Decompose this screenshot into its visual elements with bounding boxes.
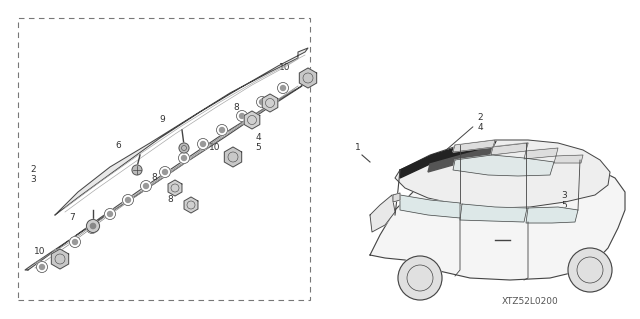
Polygon shape [51,249,68,269]
Circle shape [90,226,95,231]
Polygon shape [395,140,610,208]
Text: 5: 5 [561,201,567,210]
Circle shape [237,110,248,122]
Polygon shape [184,197,198,213]
Polygon shape [453,155,554,176]
Polygon shape [300,68,317,88]
Polygon shape [460,204,527,222]
Polygon shape [393,193,400,202]
Circle shape [104,209,115,219]
Polygon shape [524,148,558,159]
Circle shape [143,183,148,189]
Polygon shape [491,143,528,155]
Circle shape [179,152,189,164]
Polygon shape [400,141,496,178]
Circle shape [398,256,442,300]
Circle shape [216,124,227,136]
Polygon shape [453,140,495,152]
Text: 6: 6 [115,140,121,150]
Polygon shape [428,143,528,172]
Text: 8: 8 [233,103,239,113]
Circle shape [200,142,205,146]
Circle shape [278,83,289,93]
Circle shape [220,128,225,132]
Polygon shape [370,195,395,232]
Text: 2: 2 [477,114,483,122]
Polygon shape [168,180,182,196]
Text: 7: 7 [69,213,75,222]
Text: 4: 4 [477,123,483,132]
Text: XTZ52L0200: XTZ52L0200 [502,298,558,307]
Polygon shape [55,48,308,215]
Text: 10: 10 [209,143,221,152]
Circle shape [70,236,81,248]
Circle shape [568,248,612,292]
Circle shape [257,97,268,108]
Polygon shape [554,155,583,163]
Circle shape [259,100,264,105]
Polygon shape [526,207,578,223]
Polygon shape [25,78,308,270]
Text: 9: 9 [159,115,165,124]
Circle shape [108,211,113,217]
Text: 4: 4 [255,133,261,143]
Circle shape [90,223,95,229]
Circle shape [163,169,168,174]
Circle shape [86,222,97,234]
Circle shape [125,197,131,203]
Circle shape [159,167,170,177]
Polygon shape [400,195,460,218]
Polygon shape [370,157,625,280]
Text: 8: 8 [167,196,173,204]
Circle shape [40,264,45,270]
Text: 3: 3 [30,175,36,184]
Circle shape [52,249,63,261]
Circle shape [280,85,285,91]
Circle shape [239,114,244,118]
Circle shape [36,262,47,272]
Text: 1: 1 [355,144,361,152]
Text: 10: 10 [35,248,45,256]
Circle shape [132,165,142,175]
Circle shape [122,195,134,205]
Text: 10: 10 [279,63,291,72]
Bar [18,18,310,300]
Circle shape [141,181,152,191]
Text: 8: 8 [151,174,157,182]
Circle shape [56,253,61,257]
Text: 3: 3 [561,190,567,199]
Polygon shape [244,111,260,129]
Polygon shape [262,94,278,112]
Circle shape [179,143,189,153]
Circle shape [198,138,209,150]
Circle shape [182,155,186,160]
Text: 2: 2 [30,166,36,174]
Circle shape [72,240,77,244]
Circle shape [86,219,99,233]
Polygon shape [225,147,242,167]
Text: 5: 5 [255,144,261,152]
